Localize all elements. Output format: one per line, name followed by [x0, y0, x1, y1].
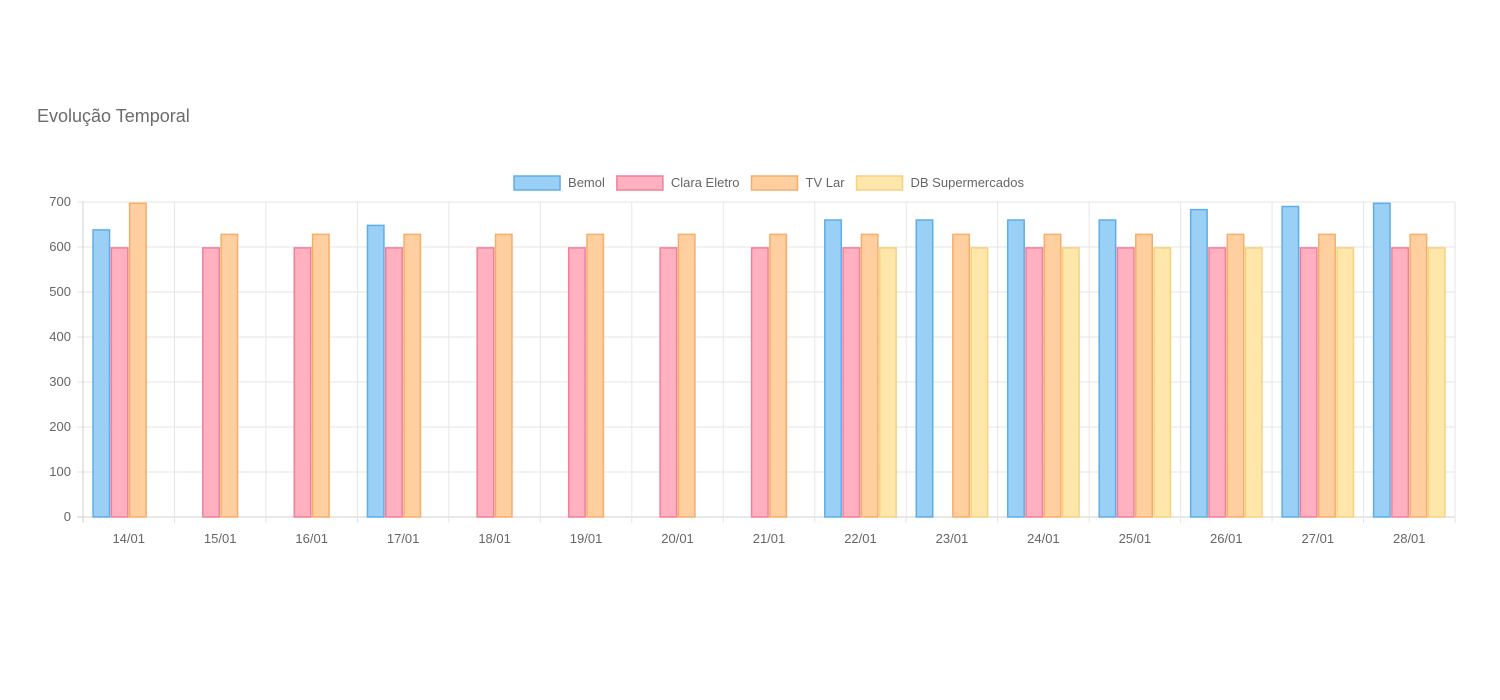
legend-item-bemol[interactable]: Bemol — [513, 175, 605, 191]
bar-clara-eletro — [659, 247, 678, 518]
x-axis: 14/01 15/01 16/01 17/01 18/01 19/01 20/01 21/01… — [112, 531, 1425, 546]
x-tick-label: 22/01 — [844, 531, 877, 546]
bar-clara-eletro — [202, 247, 221, 518]
x-tick-label: 24/01 — [1027, 531, 1060, 546]
y-axis: 0 100 200 300 400 500 600 700 — [49, 194, 71, 524]
bar-bemol — [915, 219, 934, 518]
bar-bemol — [1372, 202, 1391, 518]
legend-swatch — [616, 175, 664, 191]
bar-clara-eletro — [110, 247, 129, 518]
bar-tv-lar — [1043, 233, 1062, 518]
x-tick-label: 19/01 — [570, 531, 603, 546]
bar-clara-eletro — [1116, 247, 1135, 518]
bar-tv-lar — [1135, 233, 1153, 518]
legend-label: DB Supermercados — [911, 175, 1025, 190]
x-tick-label: 20/01 — [661, 531, 694, 546]
bar-bemol — [366, 224, 385, 518]
bar-db-supermercados — [1244, 247, 1263, 518]
x-tick-label: 23/01 — [936, 531, 969, 546]
bar-bemol — [1189, 208, 1208, 518]
legend-swatch — [855, 175, 904, 191]
bar-tv-lar — [128, 202, 147, 518]
bar-clara-eletro — [1299, 247, 1318, 518]
y-tick-label: 400 — [49, 329, 71, 344]
y-tick-label: 700 — [49, 194, 71, 209]
y-tick-label: 500 — [49, 284, 71, 299]
bar-bemol — [1098, 219, 1117, 518]
bar-tv-lar — [311, 233, 330, 518]
bar-clara-eletro — [842, 247, 861, 518]
bar-tv-lar — [1317, 233, 1336, 518]
bar-clara-eletro — [1391, 247, 1410, 518]
bar-tv-lar — [1409, 233, 1428, 518]
legend-label: TV Lar — [806, 175, 846, 190]
bar-db-supermercados — [970, 247, 989, 518]
bar-db-supermercados — [878, 247, 897, 518]
bar-bemol — [824, 219, 843, 518]
bar-clara-eletro — [567, 247, 586, 518]
bar-tv-lar — [1226, 233, 1245, 518]
bar-tv-lar — [860, 233, 879, 518]
bar-clara-eletro — [750, 247, 769, 518]
bar-clara-eletro — [1208, 247, 1227, 518]
bar-db-supermercados — [1061, 247, 1080, 518]
bar-tv-lar — [677, 233, 696, 518]
bar-bemol — [1281, 205, 1300, 518]
legend-swatch — [513, 175, 561, 191]
bar-clara-eletro — [293, 247, 312, 518]
x-tick-label: 17/01 — [387, 531, 420, 546]
bar-db-supermercados — [1336, 247, 1355, 518]
x-tick-label: 28/01 — [1393, 531, 1426, 546]
bar-bemol — [92, 229, 111, 518]
y-tick-label: 600 — [49, 239, 71, 254]
y-tick-label: 100 — [49, 464, 71, 479]
x-tick-label: 18/01 — [478, 531, 511, 546]
bar-tv-lar — [220, 233, 239, 518]
x-tick-label: 16/01 — [295, 531, 328, 546]
x-tick-label: 26/01 — [1210, 531, 1243, 546]
legend-label: Clara Eletro — [671, 175, 740, 190]
bar-clara-eletro — [476, 247, 495, 518]
x-tick-label: 15/01 — [204, 531, 237, 546]
bar-tv-lar — [586, 233, 605, 518]
bar-tv-lar — [769, 233, 788, 518]
bars — [92, 202, 1446, 518]
bar-tv-lar — [494, 233, 513, 518]
bar-db-supermercados — [1427, 247, 1446, 518]
bar-clara-eletro — [385, 247, 403, 518]
legend-item-tv-lar[interactable]: TV Lar — [750, 175, 846, 191]
legend-label: Bemol — [568, 175, 605, 190]
bar-bemol — [1006, 219, 1025, 518]
x-tick-label: 25/01 — [1119, 531, 1152, 546]
x-tick-label: 21/01 — [753, 531, 786, 546]
bar-tv-lar — [403, 233, 422, 518]
legend: Bemol Clara Eletro TV Lar DB Supermercados — [513, 175, 1025, 191]
x-tick-label: 27/01 — [1302, 531, 1335, 546]
y-tick-label: 300 — [49, 374, 71, 389]
y-tick-label: 0 — [64, 509, 71, 524]
x-tick-label: 14/01 — [112, 531, 145, 546]
legend-item-db-supermercados[interactable]: DB Supermercados — [855, 175, 1025, 191]
bar-tv-lar — [952, 233, 971, 518]
legend-item-clara-eletro[interactable]: Clara Eletro — [616, 175, 740, 191]
legend-swatch — [750, 175, 799, 191]
y-tick-label: 200 — [49, 419, 71, 434]
bar-db-supermercados — [1153, 247, 1172, 518]
chart-title: Evolução Temporal — [37, 106, 190, 126]
bar-clara-eletro — [1025, 247, 1044, 518]
